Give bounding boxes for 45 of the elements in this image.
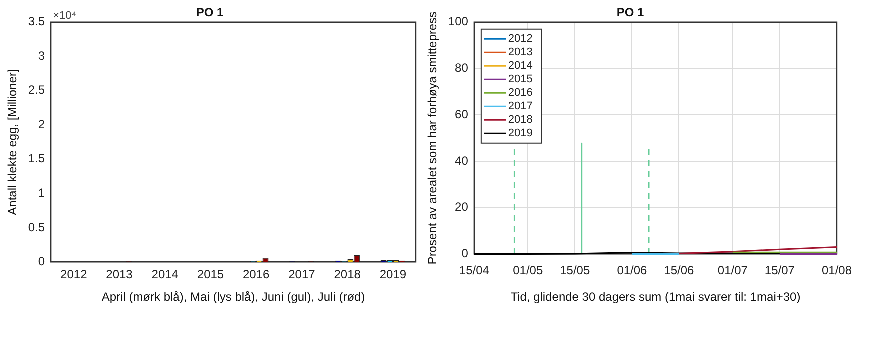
legend-label: 2018 — [508, 114, 533, 126]
x-tick-label: 15/05 — [560, 264, 590, 278]
x-tick-label: 01/07 — [718, 264, 748, 278]
legend-label: 2019 — [508, 128, 533, 140]
y-tick-label: 60 — [455, 107, 469, 122]
x-tick-label: 2014 — [152, 268, 179, 282]
y-tick-label: 80 — [455, 61, 469, 76]
legend-label: 2015 — [508, 74, 533, 86]
x-tick-label: 01/08 — [822, 264, 852, 278]
y-tick-label: 1 — [38, 186, 46, 200]
x-tick-label: 2017 — [288, 268, 316, 282]
x-axis-title: Tid, glidende 30 dagers sum (1mai svarer til: 1mai+30) — [510, 290, 801, 304]
x-tick-label: 2013 — [106, 268, 134, 282]
legend-label: 2012 — [508, 33, 533, 46]
x-tick-label: 15/07 — [764, 264, 796, 278]
y-axis-title: Antall klekte egg, [Millioner] — [6, 69, 20, 216]
y-axis-title: Prosent av arealet som har forhøya smittepress — [426, 12, 440, 265]
x-tick-label: 2015 — [197, 268, 224, 282]
x-tick-label: 2019 — [380, 268, 407, 282]
x-tick-label: 01/06 — [617, 264, 648, 278]
y-tick-label: 2.5 — [28, 83, 46, 98]
y-tick-label: 0 — [462, 246, 469, 261]
y-tick-label: 2 — [38, 117, 46, 132]
x-tick-label: 15/06 — [664, 264, 695, 278]
x-tick-label: 01/05 — [513, 264, 544, 278]
chart-title: PO 1 — [616, 6, 644, 20]
y-tick-label: 40 — [455, 154, 469, 168]
x-tick-label: 15/04 — [459, 264, 490, 278]
y-tick-label: 0.5 — [28, 220, 46, 234]
x-tick-label: 2016 — [242, 268, 270, 282]
chart-title: PO 1 — [196, 6, 224, 20]
legend-label: 2016 — [508, 87, 533, 100]
y-tick-label: 3.5 — [28, 14, 46, 29]
y-tick-label: 1.5 — [28, 152, 46, 166]
text: ×10⁴ — [53, 10, 77, 22]
y-tick-label: 100 — [448, 14, 469, 29]
x-axis-title: April (mørk blå), Mai (lys blå), Juni (gul), Juli (rød) — [102, 290, 366, 304]
x-tick-label: 2012 — [60, 268, 88, 282]
legend-label: 2014 — [508, 60, 533, 72]
x-tick-label: 2018 — [334, 268, 362, 282]
legend-label: 2013 — [508, 46, 533, 59]
y-tick-label: 20 — [455, 200, 469, 214]
y-tick-label: 3 — [38, 48, 46, 63]
y-tick-label: 0 — [38, 254, 46, 269]
legend-label: 2017 — [508, 100, 533, 113]
